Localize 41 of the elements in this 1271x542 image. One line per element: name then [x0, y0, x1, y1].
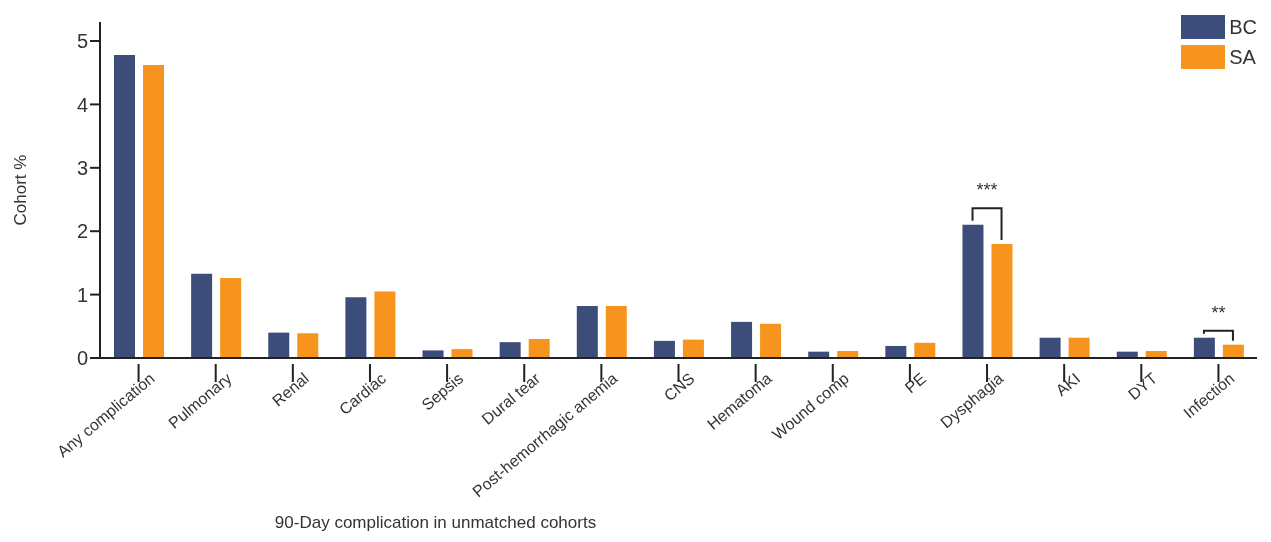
legend-label: BC	[1229, 15, 1257, 39]
bar	[1068, 337, 1090, 358]
bar	[962, 224, 984, 358]
bar	[1193, 337, 1215, 358]
bar	[297, 333, 319, 358]
y-tick-label: 5	[76, 30, 88, 53]
annotation: ***	[976, 180, 998, 201]
y-axis-title: Cohort %	[11, 154, 30, 226]
y-tick-label: 1	[76, 283, 88, 306]
bar	[653, 340, 675, 358]
legend-label: SA	[1229, 45, 1256, 69]
bar	[268, 332, 290, 358]
y-tick-label: 0	[76, 347, 88, 370]
x-tick-label: AKI	[1052, 369, 1084, 400]
bar	[731, 321, 753, 358]
annotation: **	[1211, 302, 1226, 323]
x-tick-label: CNS	[660, 369, 698, 405]
bar	[528, 338, 550, 358]
bar	[1039, 337, 1061, 358]
bar	[760, 323, 782, 358]
bar	[422, 350, 444, 358]
y-tick-label: 3	[76, 156, 88, 179]
bar	[991, 243, 1013, 358]
bar	[220, 278, 242, 358]
bar	[885, 345, 907, 358]
x-axis-title: 90-Day complication in unmatched cohorts	[274, 513, 597, 532]
bar	[191, 273, 213, 358]
bar	[605, 306, 627, 358]
y-tick-label: 4	[76, 93, 88, 116]
bar	[451, 349, 473, 358]
bar	[143, 65, 164, 358]
bar	[374, 291, 396, 358]
bar	[1222, 344, 1244, 358]
y-tick-label: 2	[76, 220, 88, 243]
bar	[114, 54, 135, 358]
bar	[345, 297, 367, 358]
x-tick-label: PE	[901, 369, 930, 397]
bar	[914, 342, 936, 358]
bar	[682, 339, 704, 358]
bar	[576, 306, 598, 358]
bar	[499, 342, 521, 358]
